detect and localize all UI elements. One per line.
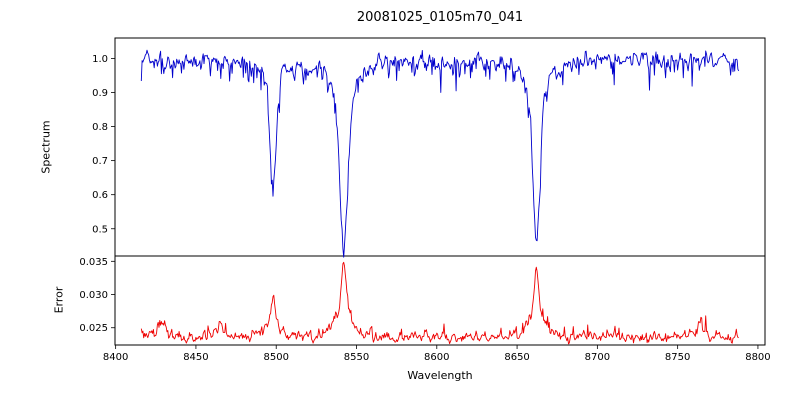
y-tick-label: 1.0: [92, 54, 108, 65]
x-axis-label: Wavelength: [407, 369, 473, 382]
spectrum-line: [140, 49, 740, 258]
x-tick-label: 8450: [183, 352, 208, 363]
x-tick-label: 8750: [665, 352, 690, 363]
x-tick-label: 8650: [504, 352, 529, 363]
error-y-ticks: 0.025 0.030 0.035: [79, 257, 115, 334]
y-tick-label: 0.7: [92, 156, 108, 167]
spectrum-y-ticks: 0.5 0.6 0.7 0.8 0.9 1.0: [92, 54, 115, 235]
x-tick-label: 8500: [263, 352, 288, 363]
x-tick-label: 8550: [344, 352, 369, 363]
error-panel-border: [114, 255, 766, 346]
y-tick-label: 0.6: [92, 190, 108, 201]
x-tick-label: 8800: [745, 352, 770, 363]
y-tick-label: 0.8: [92, 122, 108, 133]
y-tick-label: 0.035: [79, 257, 108, 268]
x-tick-label: 8400: [103, 352, 128, 363]
y-tick-label: 0.030: [79, 290, 108, 301]
y-tick-label: 0.5: [92, 224, 108, 235]
chart-title: 20081025_0105m70_041: [356, 10, 524, 25]
y-tick-label: 0.025: [79, 323, 108, 334]
error-line: [140, 261, 739, 345]
x-tick-label: 8600: [424, 352, 449, 363]
x-axis-ticks: 8400 8450 8500 8550 8600 8650 8700 8750 8800: [103, 345, 771, 363]
x-tick-label: 8700: [585, 352, 610, 363]
y-tick-label: 0.9: [92, 88, 108, 99]
